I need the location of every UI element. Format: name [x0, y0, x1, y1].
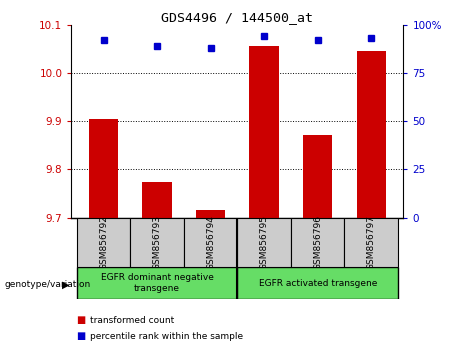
Bar [356, 51, 386, 218]
Bar [344, 218, 398, 267]
Text: EGFR dominant negative
transgene: EGFR dominant negative transgene [100, 274, 213, 293]
Bar [77, 218, 130, 267]
Bar [237, 267, 398, 299]
Bar [249, 46, 279, 218]
Text: ■: ■ [76, 331, 85, 341]
Title: GDS4496 / 144500_at: GDS4496 / 144500_at [161, 11, 313, 24]
Text: GSM856796: GSM856796 [313, 215, 322, 270]
Text: ▶: ▶ [62, 280, 70, 290]
Text: GSM856797: GSM856797 [367, 215, 376, 270]
Bar [130, 218, 184, 267]
Bar [184, 218, 237, 267]
Bar [237, 218, 291, 267]
Bar [303, 135, 332, 218]
Bar [196, 211, 225, 218]
Text: percentile rank within the sample: percentile rank within the sample [90, 332, 243, 341]
Text: EGFR activated transgene: EGFR activated transgene [259, 279, 377, 288]
Text: GSM856794: GSM856794 [206, 215, 215, 270]
Text: GSM856792: GSM856792 [99, 215, 108, 270]
Text: ■: ■ [76, 315, 85, 325]
Bar [291, 218, 344, 267]
Text: genotype/variation: genotype/variation [5, 280, 91, 289]
Text: transformed count: transformed count [90, 316, 174, 325]
Bar [77, 267, 237, 299]
Text: GSM856793: GSM856793 [153, 215, 162, 270]
Text: GSM856795: GSM856795 [260, 215, 269, 270]
Bar [89, 119, 118, 218]
Bar [142, 182, 172, 218]
